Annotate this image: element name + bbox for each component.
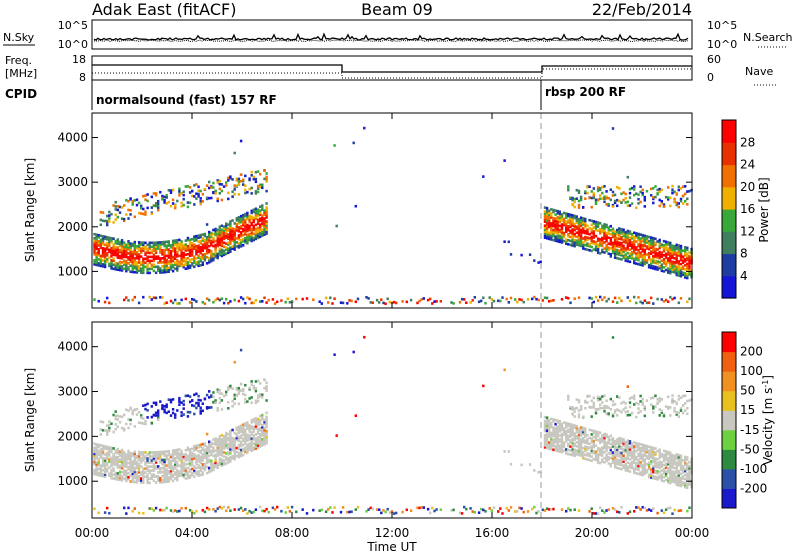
velocity-ylabel: Slant Range [km]	[23, 368, 37, 472]
velocity-colorbar-label: Velocity [m s-1]	[761, 375, 775, 465]
time-tick-label: 12:00	[375, 526, 410, 540]
time-tick-label: 00:00	[675, 526, 710, 540]
cpid-mode-1: normalsound (fast) 157 RF	[96, 93, 277, 107]
power-colorbar-swatch	[722, 142, 736, 165]
power-colorbar-swatch	[722, 231, 736, 254]
freq-left-tick-top: 18	[72, 53, 86, 66]
nsky-panel: N.Sky 10^5 10^0 10^5 10^0 N.Search	[3, 19, 793, 51]
power-frame	[92, 113, 692, 308]
time-tick-label: 20:00	[575, 526, 610, 540]
nsky-left-tick-bottom: 10^0	[58, 38, 88, 51]
nave-line	[92, 69, 692, 78]
power-colorbar-swatch	[722, 120, 736, 143]
time-tick-label: 16:00	[475, 526, 510, 540]
velocity-colorbar-swatch	[722, 430, 736, 450]
power-colorbar-swatch	[722, 165, 736, 188]
power-panel: 1000 2000 3000 4000 Slant Range [km] 4 8 12 16…	[23, 113, 771, 308]
power-colorbar: 4 8 12 16 20 24 28	[722, 120, 755, 299]
nsky-line	[94, 34, 688, 40]
velocity-colorbar-swatch	[722, 410, 736, 430]
nsky-label: N.Sky	[3, 31, 35, 44]
power-colorbar-swatch	[722, 187, 736, 210]
velocity-y-tick-label: 3000	[57, 385, 88, 399]
velocity-colorbar-tick-label: 15	[740, 403, 755, 417]
nsearch-line	[94, 40, 688, 42]
power-colorbar-swatch	[722, 276, 736, 299]
beam-title: Beam 09	[361, 0, 433, 19]
freq-right-tick-bottom: 0	[707, 71, 714, 84]
nsearch-label: N.Search	[743, 31, 793, 44]
time-axis-label: Time UT	[366, 540, 417, 554]
power-y-tick-label: 4000	[57, 131, 88, 145]
cpid-label: CPID	[5, 87, 37, 101]
nsky-left-tick-top: 10^5	[58, 19, 88, 32]
velocity-colorbar-tick-label: -50	[740, 442, 760, 456]
velocity-colorbar-tick-label: -200	[740, 481, 767, 495]
date-title: 22/Feb/2014	[592, 0, 692, 19]
freq-panel: Freq. [MHz] 18 8 60 0 Nave	[5, 53, 778, 85]
velocity-frame	[92, 322, 692, 518]
power-y-tick-label: 1000	[57, 264, 88, 278]
power-y-tick-label: 2000	[57, 220, 88, 234]
power-colorbar-swatch	[722, 209, 736, 232]
nsky-frame	[92, 20, 692, 49]
power-colorbar-tick-label: 24	[740, 158, 755, 172]
cpid-mode-2: rbsp 200 RF	[545, 85, 626, 99]
power-colorbar-swatch	[722, 254, 736, 277]
power-ylabel: Slant Range [km]	[23, 158, 37, 262]
time-tick-label: 00:00	[75, 526, 110, 540]
velocity-colorbar-swatch	[722, 391, 736, 411]
velocity-colorbar-tick-label: -15	[740, 423, 760, 437]
freq-left-tick-bottom: 8	[79, 71, 86, 84]
nsky-right-tick-bottom: 10^0	[707, 38, 737, 51]
velocity-colorbar-tick-label: 100	[740, 364, 763, 378]
power-colorbar-tick-label: 28	[740, 135, 755, 149]
frequency-line	[92, 65, 692, 72]
velocity-colorbar-swatch	[722, 332, 736, 352]
freq-label: Freq.	[5, 54, 32, 67]
velocity-colorbar-swatch	[722, 488, 736, 508]
time-tick-label: 08:00	[275, 526, 310, 540]
power-colorbar-tick-label: 8	[740, 247, 748, 261]
freq-frame	[92, 56, 692, 80]
cpid-panel: CPID normalsound (fast) 157 RF rbsp 200 …	[5, 80, 626, 110]
power-colorbar-tick-label: 16	[740, 202, 755, 216]
velocity-colorbar-swatch	[722, 449, 736, 469]
velocity-panel: 1000 2000 3000 4000 Slant Range [km] 200 100…	[23, 322, 775, 518]
velocity-colorbar-swatch	[722, 352, 736, 372]
power-heatmap-cells	[93, 127, 693, 305]
velocity-colorbar-swatch	[722, 469, 736, 489]
velocity-y-tick-label: 1000	[57, 474, 88, 488]
station-title: Adak East (fitACF)	[92, 0, 236, 19]
power-y-tick-label: 3000	[57, 175, 88, 189]
power-colorbar-tick-label: 20	[740, 180, 755, 194]
velocity-y-tick-label: 2000	[57, 429, 88, 443]
time-tick-label: 04:00	[175, 526, 210, 540]
nsky-right-tick-top: 10^5	[707, 19, 737, 32]
velocity-colorbar-tick-label: 50	[740, 384, 755, 398]
velocity-heatmap-cells	[93, 336, 693, 515]
freq-unit-label: [MHz]	[5, 67, 37, 80]
power-colorbar-label: Power [dB]	[757, 177, 771, 242]
nave-label: Nave	[745, 65, 773, 78]
velocity-colorbar-tick-label: 200	[740, 345, 763, 359]
power-colorbar-tick-label: 4	[740, 269, 748, 283]
freq-right-tick-top: 60	[707, 53, 721, 66]
power-colorbar-tick-label: 12	[740, 224, 755, 238]
velocity-colorbar-swatch	[722, 371, 736, 391]
velocity-y-tick-label: 4000	[57, 340, 88, 354]
